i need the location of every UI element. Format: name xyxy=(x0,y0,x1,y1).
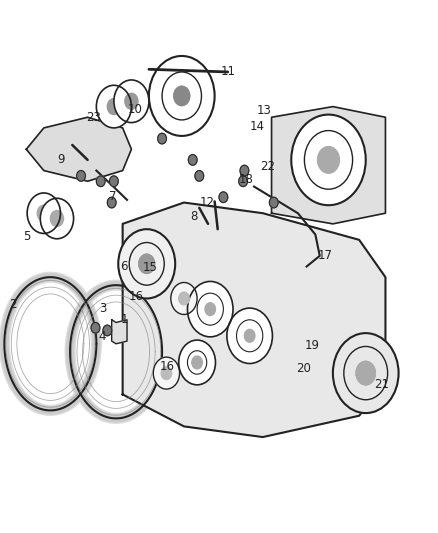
Circle shape xyxy=(91,322,100,333)
Circle shape xyxy=(103,325,112,336)
Circle shape xyxy=(161,367,172,379)
Circle shape xyxy=(110,176,118,187)
Text: 8: 8 xyxy=(191,211,198,223)
Circle shape xyxy=(40,198,74,239)
Text: 1: 1 xyxy=(121,313,129,326)
Polygon shape xyxy=(26,117,131,181)
Circle shape xyxy=(192,356,202,369)
Text: 16: 16 xyxy=(129,290,144,303)
Text: 19: 19 xyxy=(304,339,319,352)
Circle shape xyxy=(174,86,190,106)
Circle shape xyxy=(188,155,197,165)
Text: 12: 12 xyxy=(199,196,214,209)
Circle shape xyxy=(37,205,50,221)
Text: 23: 23 xyxy=(86,111,101,124)
Circle shape xyxy=(239,176,247,187)
Circle shape xyxy=(118,229,175,298)
Circle shape xyxy=(205,303,215,316)
Text: 15: 15 xyxy=(142,261,157,274)
Polygon shape xyxy=(112,320,127,344)
Text: 21: 21 xyxy=(374,378,389,391)
Text: 14: 14 xyxy=(250,120,265,133)
Text: 13: 13 xyxy=(256,104,271,117)
Circle shape xyxy=(240,165,249,176)
Text: 20: 20 xyxy=(296,362,311,375)
Text: 10: 10 xyxy=(127,103,142,116)
Text: 4: 4 xyxy=(98,330,106,343)
Circle shape xyxy=(107,197,116,208)
Text: 16: 16 xyxy=(160,360,175,373)
Polygon shape xyxy=(272,107,385,224)
Circle shape xyxy=(227,308,272,364)
Circle shape xyxy=(96,176,105,187)
Circle shape xyxy=(219,192,228,203)
Circle shape xyxy=(179,340,215,385)
Circle shape xyxy=(269,197,278,208)
Circle shape xyxy=(179,292,189,305)
Circle shape xyxy=(139,254,155,273)
Circle shape xyxy=(318,147,339,173)
Circle shape xyxy=(195,171,204,181)
Text: 6: 6 xyxy=(120,260,127,273)
Text: 17: 17 xyxy=(318,249,332,262)
Text: 9: 9 xyxy=(57,154,65,166)
Circle shape xyxy=(356,361,375,385)
Circle shape xyxy=(125,93,138,109)
Circle shape xyxy=(77,171,85,181)
Circle shape xyxy=(96,85,131,128)
Text: 22: 22 xyxy=(261,160,276,173)
Circle shape xyxy=(174,86,190,106)
Text: 2: 2 xyxy=(9,298,17,311)
Circle shape xyxy=(244,329,255,342)
Circle shape xyxy=(291,115,366,205)
Circle shape xyxy=(139,254,155,273)
Circle shape xyxy=(27,193,60,233)
Circle shape xyxy=(333,333,399,413)
Circle shape xyxy=(171,282,197,314)
Circle shape xyxy=(356,361,375,385)
Text: 7: 7 xyxy=(109,190,117,203)
Circle shape xyxy=(107,99,120,115)
Text: 18: 18 xyxy=(239,173,254,186)
Circle shape xyxy=(114,80,149,123)
Text: 5: 5 xyxy=(24,230,31,243)
Circle shape xyxy=(158,133,166,144)
Text: 3: 3 xyxy=(99,302,106,314)
Circle shape xyxy=(187,281,233,337)
Polygon shape xyxy=(123,203,385,437)
Text: 11: 11 xyxy=(221,66,236,78)
Circle shape xyxy=(153,357,180,389)
Circle shape xyxy=(149,56,215,136)
Circle shape xyxy=(50,211,64,227)
